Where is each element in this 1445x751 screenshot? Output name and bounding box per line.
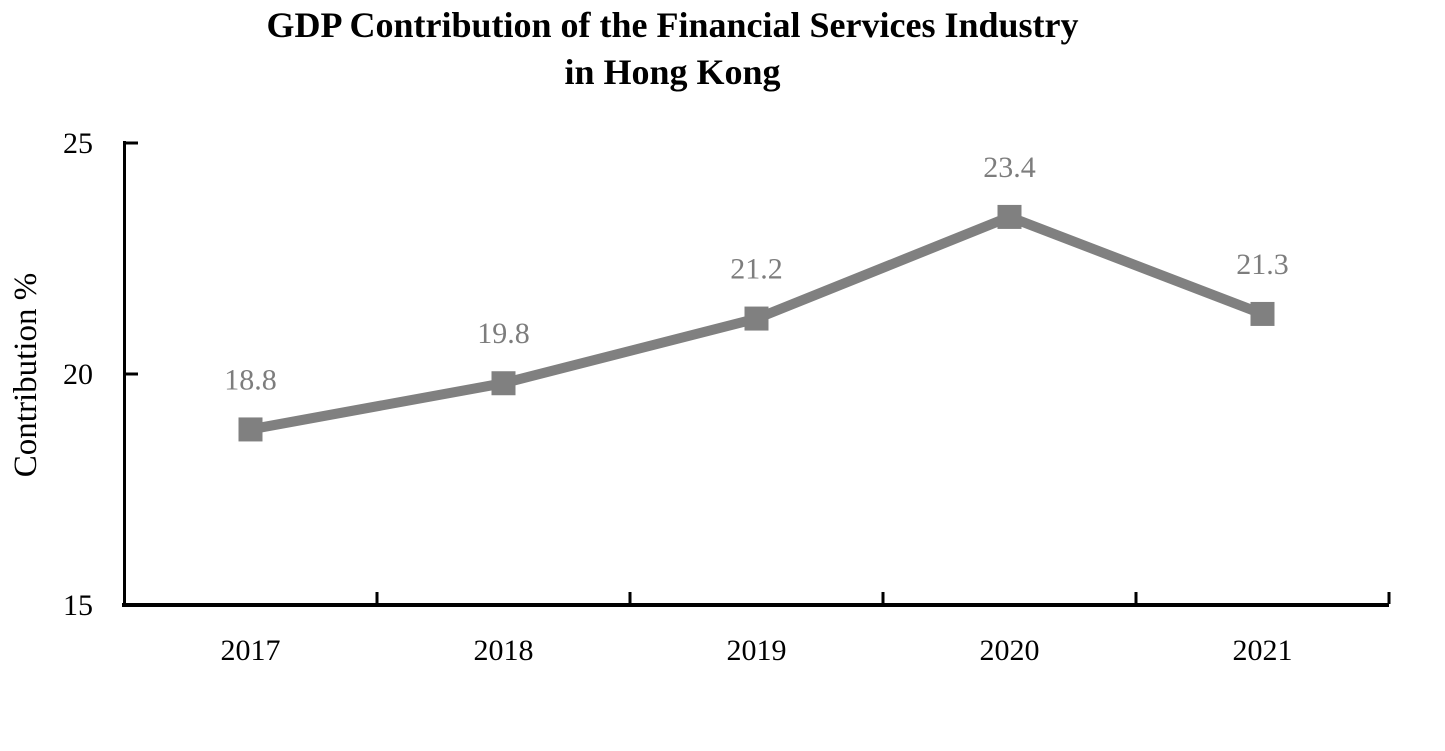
x-tick-label: 2021 bbox=[1233, 634, 1293, 667]
data-label: 21.3 bbox=[1236, 248, 1289, 281]
y-tick-label: 25 bbox=[63, 127, 93, 160]
data-point-marker bbox=[238, 417, 263, 442]
y-tick-label: 15 bbox=[63, 589, 93, 622]
data-point-marker bbox=[744, 306, 769, 331]
data-label: 21.2 bbox=[730, 253, 783, 286]
y-tick-label: 20 bbox=[63, 358, 93, 391]
data-label: 23.4 bbox=[983, 151, 1036, 184]
data-label: 19.8 bbox=[477, 317, 530, 350]
y-axis-title: Contribution % bbox=[8, 272, 44, 478]
data-point-marker bbox=[1250, 301, 1275, 326]
x-tick-label: 2019 bbox=[727, 634, 787, 667]
chart-title: GDP Contribution of the Financial Servic… bbox=[0, 2, 1345, 96]
x-tick-label: 2017 bbox=[221, 634, 281, 667]
data-point-marker bbox=[997, 204, 1022, 229]
chart-title-line2: in Hong Kong bbox=[564, 52, 781, 92]
data-point-marker bbox=[491, 371, 516, 396]
x-tick-label: 2018 bbox=[474, 634, 534, 667]
chart-title-line1: GDP Contribution of the Financial Servic… bbox=[266, 5, 1079, 45]
x-tick-label: 2020 bbox=[980, 634, 1040, 667]
data-label: 18.8 bbox=[224, 363, 277, 396]
